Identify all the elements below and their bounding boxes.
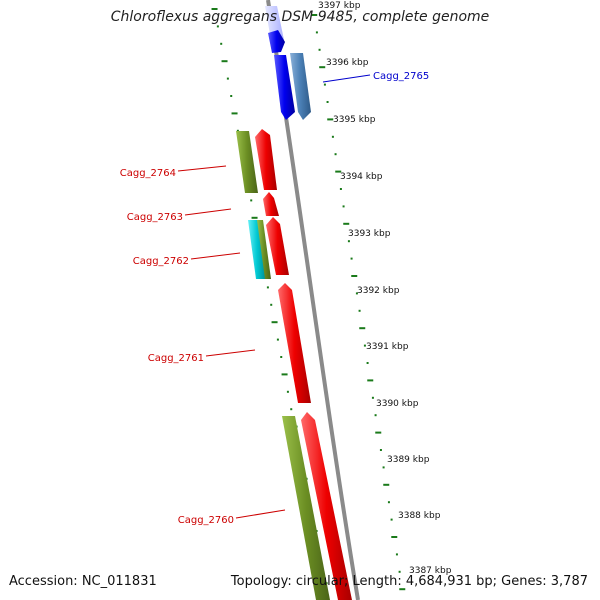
tick-mark [276, 338, 279, 341]
kbp-label: 3395 kbp [333, 115, 376, 125]
tick-mark [231, 112, 238, 115]
tick-mark [347, 240, 350, 243]
locus-label[interactable]: Cagg_2762 [133, 256, 189, 267]
kbp-label: 3393 kbp [348, 229, 391, 239]
locus-leader-line [190, 252, 241, 260]
tick-mark [355, 292, 358, 295]
tick-mark [319, 66, 326, 69]
tick-mark [374, 414, 377, 417]
tick-mark [270, 303, 273, 306]
topology-text: Topology: circular; Length: 4,684,931 bp… [230, 574, 588, 589]
tick-mark [342, 205, 345, 208]
tick-mark [358, 309, 361, 312]
locus-label[interactable]: Cagg_2760 [178, 515, 234, 526]
feature-cagg-2760-olive [282, 416, 330, 600]
feature-cagg-2760 [301, 412, 352, 600]
tick-mark [290, 408, 293, 411]
chart-title: Chloroflexus aggregans DSM 9485, complet… [110, 9, 490, 25]
tick-mark [391, 536, 398, 538]
features-forward [265, 6, 311, 120]
tick-mark [211, 8, 218, 10]
locus-leader-line [235, 509, 286, 519]
kbp-label: 3396 kbp [326, 58, 369, 68]
tick-mark [315, 31, 318, 34]
tick-mark [280, 356, 283, 358]
tick-mark [379, 449, 382, 451]
tick-mark [334, 153, 337, 156]
locus-leader-line [205, 349, 256, 357]
tick-mark [398, 570, 401, 573]
tick-mark [395, 553, 398, 556]
tick-mark [382, 466, 385, 469]
tick-mark [327, 118, 334, 121]
tick-mark [236, 129, 239, 132]
tick-mark [335, 170, 342, 173]
feature-cagg-2761 [278, 283, 311, 403]
tick-mark [230, 95, 233, 97]
kbp-label: 3397 kbp [318, 1, 361, 11]
tick-mark [331, 135, 334, 138]
tick-mark [286, 390, 289, 393]
locus-label[interactable]: Cagg_2765 [373, 71, 429, 82]
tick-mark [351, 275, 358, 277]
feature-cagg-2765 [290, 53, 311, 120]
tick-mark [323, 83, 326, 86]
kbp-label: 3392 kbp [357, 286, 400, 296]
features-reverse [236, 129, 352, 600]
tick-mark [271, 321, 278, 324]
locus-label[interactable]: Cagg_2763 [127, 212, 183, 223]
locus-label[interactable]: Cagg_2761 [148, 353, 204, 364]
feature-cagg-2764 [255, 129, 277, 190]
kbp-label: 3390 kbp [376, 399, 419, 409]
tick-mark [350, 257, 353, 260]
feature-cagg-2762-olive [257, 220, 271, 279]
kbp-label: 3387 kbp [409, 566, 452, 576]
kbp-label: 3388 kbp [398, 511, 441, 521]
feature-cagg-2762-cyan [248, 220, 266, 279]
accession-text: Accession: NC_011831 [9, 574, 157, 589]
tick-mark [281, 373, 288, 376]
kbp-label: 3391 kbp [366, 342, 409, 352]
tick-mark [375, 431, 382, 434]
tick-mark [367, 379, 374, 382]
locus-leader-line [177, 165, 227, 172]
feature-blue-forward [274, 55, 295, 120]
tick-mark [326, 101, 329, 103]
tick-mark [266, 286, 269, 289]
tick-marks-right [311, 14, 406, 591]
kbp-label: 3389 kbp [387, 455, 430, 465]
tick-mark [371, 396, 374, 399]
tick-mark [220, 42, 223, 45]
tick-mark [318, 48, 321, 51]
feature-cagg-2762 [266, 217, 289, 275]
feature-cagg-2766-arrow [268, 30, 285, 53]
tick-mark [383, 483, 390, 486]
tick-mark [399, 588, 406, 591]
tick-mark [250, 199, 253, 202]
tick-mark [311, 14, 318, 16]
locus-leader-line [184, 208, 232, 216]
tick-mark [387, 501, 390, 504]
tick-mark [339, 188, 342, 190]
tick-mark [216, 25, 219, 28]
kbp-label-group: 3397 kbp 3396 kbp 3395 kbp 3394 kbp 3393 kbp… [318, 1, 452, 576]
feature-cagg-2764-olive [236, 131, 258, 193]
kbp-label: 3394 kbp [340, 172, 383, 182]
tick-mark [226, 77, 229, 80]
locus-label-group: Cagg_2765 Cagg_2764 Cagg_2763 Cagg_2762 Cagg… [120, 71, 430, 526]
tick-mark [366, 362, 369, 364]
feature-cagg-2763 [263, 192, 279, 216]
tick-mark [363, 344, 366, 347]
tick-mark [221, 60, 228, 63]
tick-mark [343, 222, 350, 225]
tick-mark [359, 327, 366, 330]
locus-leader-line [322, 74, 371, 83]
tick-mark [390, 518, 393, 521]
locus-label[interactable]: Cagg_2764 [120, 168, 176, 179]
tick-mark [251, 216, 258, 219]
